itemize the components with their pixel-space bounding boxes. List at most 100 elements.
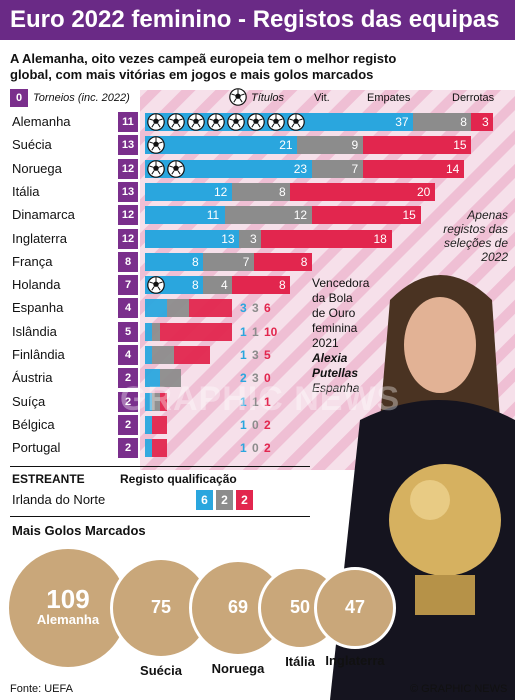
- bar-value: 3: [250, 231, 257, 246]
- debutant-wins: 6: [196, 490, 213, 510]
- bar-value: 12: [293, 208, 308, 223]
- bar-draws: [232, 182, 290, 201]
- tournaments-count: 2: [118, 438, 138, 459]
- small-value: 10: [264, 324, 278, 339]
- bar-draws: [413, 113, 472, 131]
- bar-value: 8: [192, 278, 199, 293]
- tournaments-count: 4: [118, 298, 138, 319]
- small-value: 0: [252, 417, 259, 432]
- bar-value: 7: [351, 161, 359, 176]
- title-football-icon: [267, 113, 285, 131]
- bar-losses: [152, 415, 167, 434]
- bar-draws: [239, 229, 261, 248]
- bar-wins: [145, 136, 298, 155]
- bar-value: 8: [300, 254, 308, 269]
- bar-value: 37: [395, 115, 409, 129]
- title-football-icon: [147, 113, 165, 131]
- small-value: 1: [240, 394, 247, 409]
- small-value: 2: [264, 441, 271, 456]
- tournaments-count: 7: [118, 275, 138, 296]
- small-value: 1: [252, 394, 259, 409]
- title-football-icon: [187, 113, 205, 131]
- title-football-icon: [147, 276, 165, 294]
- tournaments-count: 2: [118, 391, 138, 412]
- team-name: Portugal: [12, 440, 61, 456]
- tournaments-count: 12: [118, 228, 138, 249]
- title-football-icon: [247, 113, 265, 131]
- small-value: 1: [240, 348, 247, 362]
- bar-value: 21: [279, 138, 293, 153]
- goals-value: 69: [227, 597, 249, 617]
- bar-wins: [145, 346, 153, 364]
- bar-losses: [253, 252, 312, 271]
- title-football-icon: [147, 136, 165, 155]
- goals-heading: Mais Golos Marcados: [12, 523, 146, 538]
- bar-wins: [145, 206, 225, 225]
- small-value: 1: [264, 394, 271, 409]
- tournaments-count: 12: [118, 158, 138, 179]
- bar-value: 15: [453, 138, 467, 153]
- player-last-name: Putellas: [312, 366, 359, 380]
- goals-value: 50: [289, 597, 311, 617]
- debutant-team: Irlanda do Norte: [12, 492, 106, 507]
- small-value: 1: [240, 441, 247, 456]
- bar-draws: [152, 346, 174, 364]
- small-value: 1: [252, 324, 259, 339]
- tournaments-count: 11: [118, 112, 138, 132]
- bar-losses: [159, 392, 167, 411]
- bar-value: 8: [279, 184, 286, 199]
- small-value: 2: [264, 417, 271, 432]
- goals-value: 47: [344, 597, 366, 617]
- bar-value: 20: [417, 184, 431, 199]
- goals-team: Noruega: [211, 661, 265, 676]
- divider: [10, 466, 310, 467]
- bar-draws: [297, 136, 363, 155]
- bar-value: 4: [221, 278, 228, 293]
- tournaments-count: 5: [118, 321, 138, 342]
- team-name: Alemanha: [12, 114, 71, 129]
- bar-draws: [311, 159, 363, 178]
- tournaments-count: 8: [118, 251, 138, 272]
- note-line-3: de Ouro: [312, 306, 356, 320]
- goals-team: Suécia: [140, 663, 182, 678]
- bar-draws: [203, 276, 232, 295]
- team-name: Finlândia: [12, 347, 65, 362]
- bar-draws: [152, 392, 160, 411]
- small-value: 3: [252, 371, 259, 386]
- bar-wins: [145, 369, 160, 388]
- legend-draws: Empates: [367, 92, 411, 104]
- bar-wins: [145, 392, 153, 411]
- legend-football-icon: [229, 88, 247, 106]
- bar-value: 8: [192, 254, 199, 269]
- bar-value: 12: [214, 184, 228, 199]
- tournaments-count: 4: [118, 345, 138, 365]
- small-value: 2: [240, 371, 247, 386]
- bar-wins: [145, 182, 232, 201]
- bar-losses: [174, 346, 211, 364]
- team-name: Bélgica: [12, 416, 55, 432]
- bar-draws: [152, 322, 160, 341]
- debutant-record-heading: Registo qualificação: [120, 472, 237, 486]
- bar-losses: [159, 322, 232, 341]
- bar-wins: [145, 229, 240, 248]
- bar-draws: [203, 252, 254, 271]
- bar-value: 3: [482, 115, 489, 129]
- player-country: Espanha: [312, 381, 360, 395]
- team-name: Itália: [12, 183, 40, 199]
- bar-value: 13: [221, 231, 235, 246]
- team-name: França: [12, 253, 53, 269]
- header-bar: Euro 2022 feminino - Registos das equipa…: [0, 0, 515, 40]
- note-line-4: feminina: [312, 321, 358, 335]
- bar-value: 23: [293, 161, 308, 176]
- watermark: GRAPHIC NEWS: [120, 380, 401, 418]
- bar-value: 15: [402, 208, 416, 223]
- goals-team: Inglaterra: [325, 653, 385, 668]
- bar-losses: [362, 136, 472, 155]
- team-name: Espanha: [12, 300, 64, 316]
- small-value: 0: [264, 371, 271, 386]
- bar-value: 18: [373, 231, 387, 246]
- small-value: 3: [252, 348, 259, 362]
- tournaments-count: 13: [118, 181, 138, 202]
- legend-losses: Derrotas: [452, 92, 495, 104]
- note-line-1: Vencedora: [312, 276, 370, 290]
